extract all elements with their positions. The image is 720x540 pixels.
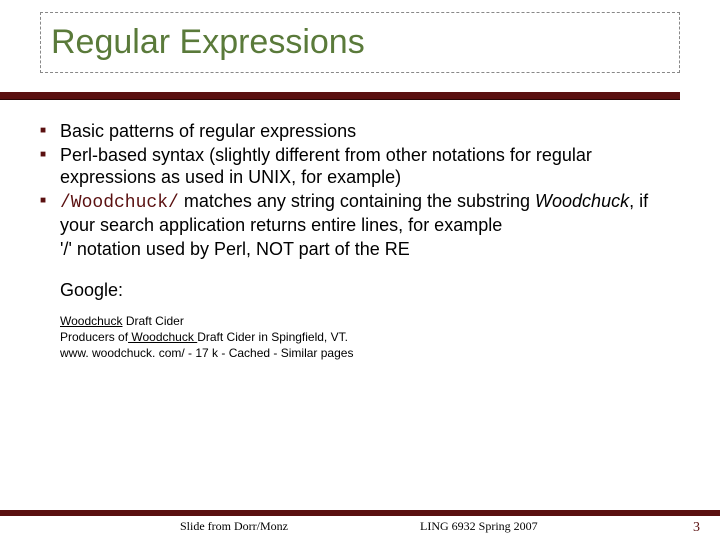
snippet-b: Draft Cider in Spingfield, VT. bbox=[197, 330, 348, 344]
bullet-square-icon: ■ bbox=[40, 190, 60, 212]
bullet-item: ■ Basic patterns of regular expressions bbox=[40, 120, 680, 142]
bullet-square-icon: ■ bbox=[40, 144, 60, 166]
bullet-text: Perl-based syntax (slightly different fr… bbox=[60, 144, 680, 188]
result-title-underline: Woodchuck bbox=[60, 314, 122, 328]
bullet-square-icon: ■ bbox=[40, 120, 60, 142]
footer-page-number: 3 bbox=[693, 520, 700, 536]
code-inline: /Woodchuck/ bbox=[60, 193, 179, 213]
bullet-text: /Woodchuck/ matches any string containin… bbox=[60, 190, 680, 236]
result-title: Woodchuck Draft Cider bbox=[60, 313, 680, 329]
text-span: matches any string containing the substr… bbox=[179, 191, 535, 211]
bullet-text: Basic patterns of regular expressions bbox=[60, 120, 356, 142]
result-title-rest: Draft Cider bbox=[122, 314, 183, 328]
bullet-item: ■ /Woodchuck/ matches any string contain… bbox=[40, 190, 680, 236]
snippet-underline: Woodchuck bbox=[128, 330, 197, 344]
content-area: ■ Basic patterns of regular expressions … bbox=[40, 120, 680, 361]
title-box: Regular Expressions bbox=[40, 12, 680, 73]
bullet-note: '/' notation used by Perl, NOT part of t… bbox=[60, 238, 680, 260]
accent-bar-top bbox=[0, 92, 680, 100]
result-url-line: www. woodchuck. com/ - 17 k - Cached - S… bbox=[60, 345, 680, 361]
search-result: Woodchuck Draft Cider Producers of Woodc… bbox=[60, 313, 680, 361]
footer-course: LING 6932 Spring 2007 bbox=[420, 519, 538, 534]
slide-title: Regular Expressions bbox=[51, 23, 669, 62]
snippet-a: Producers of bbox=[60, 330, 128, 344]
result-snippet: Producers of Woodchuck Draft Cider in Sp… bbox=[60, 329, 680, 345]
footer-credit: Slide from Dorr/Monz bbox=[180, 519, 288, 534]
italic-term: Woodchuck bbox=[535, 191, 629, 211]
google-heading: Google: bbox=[60, 280, 680, 301]
accent-bar-bottom bbox=[0, 510, 720, 516]
bullet-item: ■ Perl-based syntax (slightly different … bbox=[40, 144, 680, 188]
